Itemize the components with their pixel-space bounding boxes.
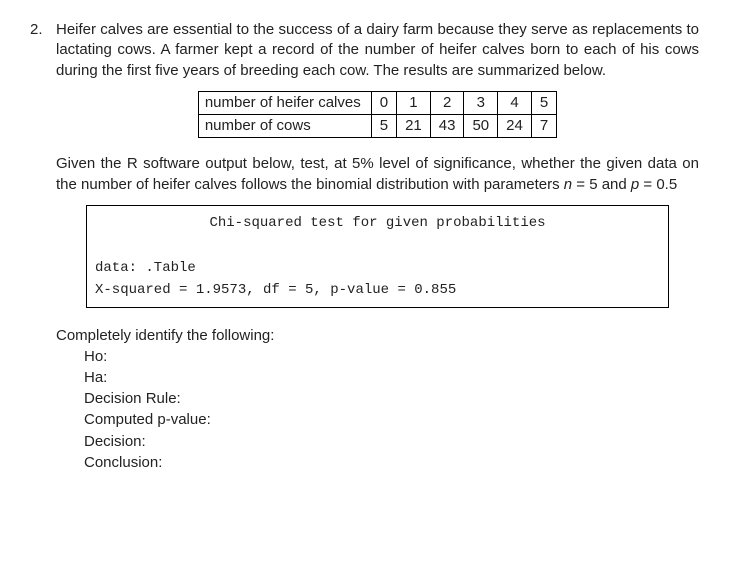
data-table: number of heifer calves 0 1 2 3 4 5 numb… [198, 91, 557, 139]
prompt-n: n [564, 176, 572, 193]
r-output-title: Chi-squared test for given probabilities [95, 212, 660, 234]
table-cell: 5 [371, 115, 396, 138]
r-output-line1: data: .Table [95, 257, 660, 279]
r-output-block: Chi-squared test for given probabilities… [86, 205, 669, 309]
answer-ha: Ha: [84, 368, 699, 388]
table-cell: 4 [498, 91, 532, 114]
table-cell: 43 [430, 115, 464, 138]
answers-list: Ho: Ha: Decision Rule: Computed p-value:… [84, 347, 699, 474]
table-cell: 1 [397, 91, 431, 114]
table-cell: 50 [464, 115, 498, 138]
prompt-p: p [631, 176, 639, 193]
table-cell: 7 [531, 115, 556, 138]
prompt-eq1: = 5 and [572, 176, 631, 193]
answer-rule: Decision Rule: [84, 389, 699, 409]
r-output-line2: X-squared = 1.9573, df = 5, p-value = 0.… [95, 279, 660, 301]
prompt-eq2: = 0.5 [639, 176, 677, 193]
intro-paragraph: Heifer calves are essential to the succe… [56, 20, 699, 81]
table-cell: 0 [371, 91, 396, 114]
prompt-paragraph: Given the R software output below, test,… [56, 154, 699, 195]
table-cell: 3 [464, 91, 498, 114]
row2-label: number of cows [198, 115, 371, 138]
table-cell: 24 [498, 115, 532, 138]
question-number: 2. [30, 20, 56, 474]
table-cell: 5 [531, 91, 556, 114]
row1-label: number of heifer calves [198, 91, 371, 114]
answer-pval: Computed p-value: [84, 410, 699, 430]
table-cell: 2 [430, 91, 464, 114]
table-cell: 21 [397, 115, 431, 138]
answer-decision: Decision: [84, 432, 699, 452]
answer-ho: Ho: [84, 347, 699, 367]
answer-conclusion: Conclusion: [84, 453, 699, 473]
answers-heading: Completely identify the following: [56, 326, 699, 346]
